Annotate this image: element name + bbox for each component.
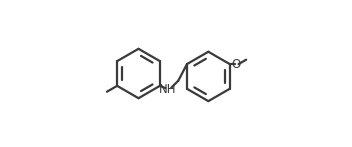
Text: O: O: [231, 58, 240, 71]
Text: NH: NH: [159, 83, 177, 96]
